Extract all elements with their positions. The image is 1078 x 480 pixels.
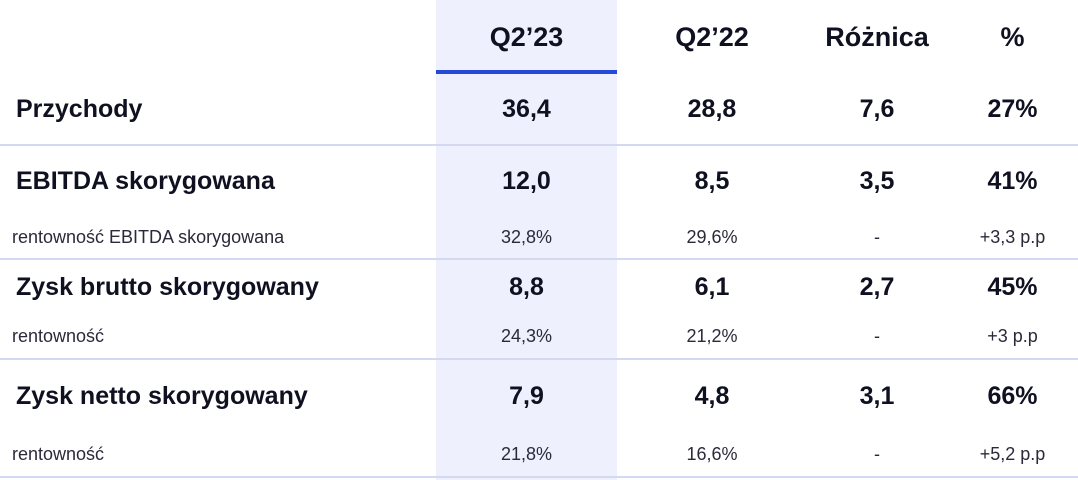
header-percent: % <box>1000 21 1025 52</box>
cell-q2-23: 21,8% <box>500 443 553 464</box>
cell-q2-23: 24,3% <box>500 325 553 346</box>
cell-roznica: 3,1 <box>859 381 895 410</box>
cell-roznica: - <box>874 226 880 247</box>
row-divider <box>0 476 1078 478</box>
header-roznica: Różnica <box>825 21 929 52</box>
cell-q2-23: 7,9 <box>509 381 544 410</box>
cell-q2-22: 4,8 <box>694 381 730 410</box>
header-underline-q2-23 <box>436 70 617 74</box>
cell-q2-22: 6,1 <box>694 272 730 301</box>
cell-percent: 27% <box>987 94 1038 123</box>
header-q2-22: Q2’22 <box>675 21 749 52</box>
row-label: EBITDA skorygowana <box>16 166 275 195</box>
row-label: rentowność EBITDA skorygowana <box>12 226 285 247</box>
cell-q2-22: 29,6% <box>686 226 738 247</box>
row-label: Przychody <box>16 94 143 123</box>
row-label: rentowność <box>12 443 105 464</box>
table-header: Q2’23 Q2’22 Różnica % <box>0 0 1078 74</box>
cell-percent: 41% <box>987 166 1038 195</box>
row-divider <box>0 258 1078 260</box>
cell-roznica: 7,6 <box>859 94 895 123</box>
table-row-ebitda: EBITDA skorygowana 12,0 8,5 3,5 41% <box>0 146 1078 216</box>
highlight-column-q2-23 <box>436 0 617 480</box>
cell-q2-23: 12,0 <box>502 166 551 195</box>
cell-percent: 66% <box>987 381 1038 410</box>
cell-q2-22: 28,8 <box>687 94 737 123</box>
cell-roznica: - <box>874 325 880 346</box>
cell-q2-22: 21,2% <box>686 325 738 346</box>
table-row-rentownosc-ebitda: rentowność EBITDA skorygowana 32,8% 29,6… <box>0 216 1078 258</box>
row-label: rentowność <box>12 325 105 346</box>
cell-q2-23: 32,8% <box>500 226 553 247</box>
row-divider <box>0 144 1078 146</box>
table-row-rentownosc-brutto: rentowność 24,3% 21,2% - +3 p.p <box>0 314 1078 358</box>
cell-roznica: 3,5 <box>859 166 895 195</box>
cell-percent: +3,3 p.p <box>979 226 1046 247</box>
table-row-rentownosc-netto: rentowność 21,8% 16,6% - +5,2 p.p <box>0 432 1078 476</box>
cell-q2-22: 8,5 <box>694 166 730 195</box>
cell-roznica: 2,7 <box>859 272 895 301</box>
row-divider <box>0 358 1078 360</box>
cell-percent: +5,2 p.p <box>979 443 1046 464</box>
cell-percent: 45% <box>987 272 1038 301</box>
cell-q2-23: 8,8 <box>509 272 544 301</box>
table-row-przychody: Przychody 36,4 28,8 7,6 27% <box>0 74 1078 144</box>
header-q2-23: Q2’23 <box>489 21 564 52</box>
cell-q2-22: 16,6% <box>686 443 738 464</box>
table-row-zysk-netto: Zysk netto skorygowany 7,9 4,8 3,1 66% <box>0 360 1078 432</box>
cell-percent: +3 p.p <box>987 325 1038 346</box>
row-label: Zysk netto skorygowany <box>16 381 308 410</box>
cell-q2-23: 36,4 <box>502 94 551 123</box>
cell-roznica: - <box>874 443 880 464</box>
row-label: Zysk brutto skorygowany <box>16 272 319 301</box>
table-row-zysk-brutto: Zysk brutto skorygowany 8,8 6,1 2,7 45% <box>0 260 1078 314</box>
